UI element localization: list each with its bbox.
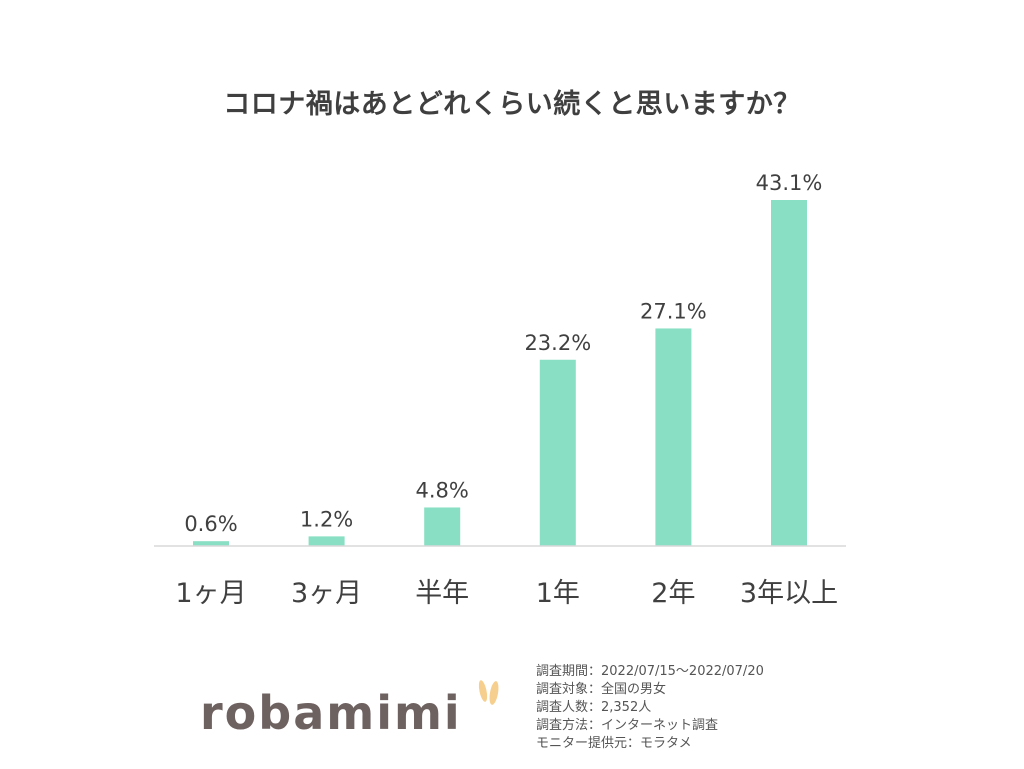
rabbit-ear-right [489, 681, 499, 705]
category-label-4: 1年 [536, 578, 580, 609]
survey-target: 調査対象：全国の男女 [536, 682, 667, 697]
value-label-2: 1.2% [300, 507, 353, 531]
robamimi-logo: robamimi [200, 676, 510, 756]
value-label-3: 4.8% [416, 478, 469, 502]
category-label-6: 3年以上 [740, 578, 838, 609]
survey-method: 調査方法：インターネット調査 [536, 718, 719, 733]
chart-title: コロナ禍はあとどれくらい続くと思いますか？ [223, 89, 801, 120]
survey-info: 調査期間：2022/07/15～2022/07/20 調査対象：全国の男女 調査… [536, 663, 764, 753]
survey-provider: モニター提供元：モラタメ [536, 736, 692, 751]
survey-count: 調査人数：2,352人 [536, 700, 652, 715]
category-label-3: 半年 [415, 578, 469, 609]
category-label-2: 3ヶ月 [291, 578, 362, 609]
bar-3 [424, 507, 461, 546]
category-label-5: 2年 [651, 578, 695, 609]
value-label-6: 43.1% [756, 171, 823, 195]
category-labels-group: 1ヶ月 3ヶ月 半年 1年 2年 3年以上 [175, 578, 838, 609]
survey-period: 調査期間：2022/07/15～2022/07/20 [536, 664, 764, 679]
value-label-5: 27.1% [640, 299, 707, 323]
value-label-1: 0.6% [184, 512, 237, 536]
bar-1 [193, 541, 229, 546]
bars-group [193, 200, 807, 546]
logo-text: robamimi [200, 686, 462, 740]
category-label-1: 1ヶ月 [175, 578, 246, 609]
bar-5 [655, 328, 692, 546]
rabbit-ear-left [478, 680, 488, 702]
rabbit-ears-icon [478, 680, 499, 705]
value-label-4: 23.2% [524, 331, 591, 355]
value-labels-group: 0.6% 1.2% 4.8% 23.2% 27.1% 43.1% [184, 171, 822, 536]
bar-2 [308, 536, 345, 546]
bar-6 [771, 200, 807, 546]
bar-4 [539, 359, 576, 546]
